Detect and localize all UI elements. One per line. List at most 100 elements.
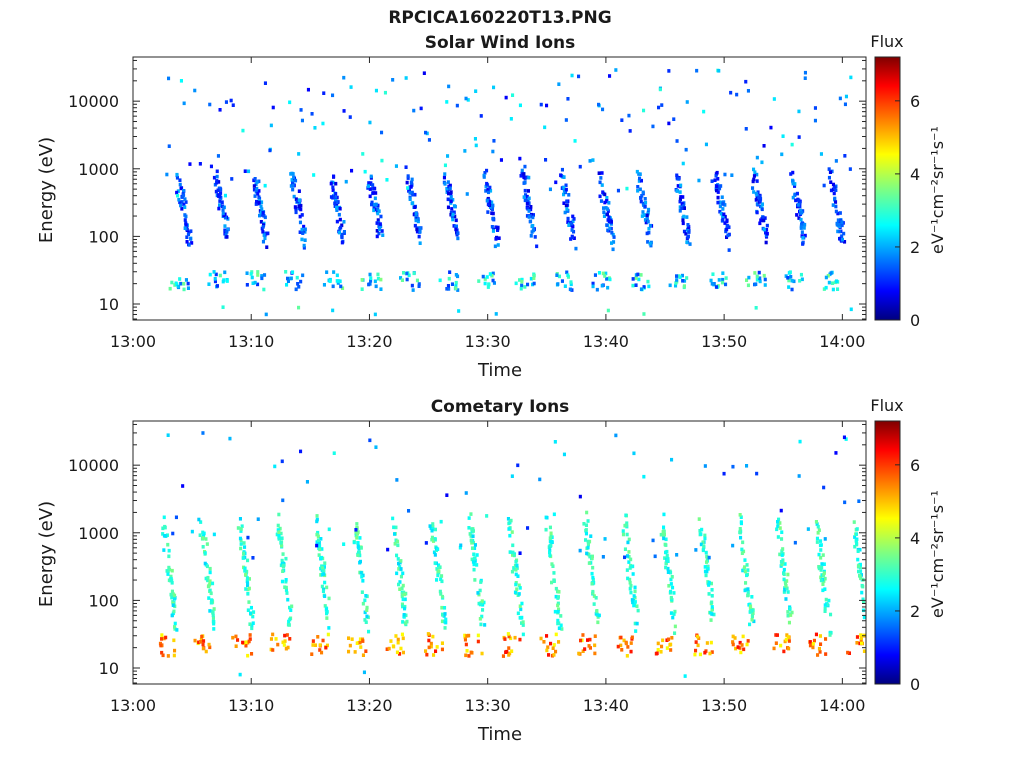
spectrogram-cells — [165, 68, 853, 317]
spectrogram-cell — [256, 273, 260, 277]
spectrogram-cell — [623, 555, 627, 560]
spectrogram-cell — [837, 220, 841, 225]
spectrogram-cell — [607, 215, 611, 219]
spectrogram-cell — [554, 594, 558, 599]
spectrogram-cell — [239, 546, 243, 551]
spectrogram-cell — [758, 199, 762, 203]
spectrogram-cell — [685, 100, 689, 104]
spectrogram-cell — [182, 193, 186, 197]
spectrogram-cell — [205, 542, 209, 546]
spectrogram-cell — [321, 121, 325, 126]
spectrogram-cell — [208, 579, 212, 583]
spectrogram-cell — [751, 179, 755, 184]
spectrogram-cell — [171, 603, 175, 607]
spectrogram-cell — [279, 531, 283, 536]
spectrogram-cell — [705, 641, 709, 645]
spectrogram-cell — [827, 175, 831, 180]
spectrogram-cell — [526, 526, 530, 530]
spectrogram-cell — [795, 191, 799, 196]
spectrogram-cell — [509, 117, 513, 121]
spectrogram-cell — [819, 575, 823, 580]
spectrogram-cell — [556, 595, 560, 599]
spectrogram-cell — [446, 284, 450, 288]
spectrogram-cell — [360, 287, 364, 291]
spectrogram-cell — [659, 532, 663, 537]
spectrogram-cell — [481, 608, 485, 612]
spectrogram-cell — [509, 518, 513, 523]
spectrogram-cell — [250, 626, 254, 631]
spectrogram-cell — [433, 537, 437, 542]
spectrogram-cell — [247, 639, 251, 644]
spectrogram-cell — [591, 565, 595, 570]
spectrogram-cell — [203, 561, 207, 566]
spectrogram-cell — [598, 180, 602, 185]
spectrogram-cell — [529, 234, 533, 238]
spectrogram-cell — [743, 565, 747, 569]
spectrogram-cell — [511, 550, 515, 555]
spectrogram-cell — [560, 279, 564, 283]
spectrogram-cell — [475, 553, 479, 557]
spectrogram-cell — [517, 592, 521, 596]
spectrogram-cell — [316, 635, 320, 639]
spectrogram-cell — [418, 227, 422, 231]
spectrogram-cell — [416, 219, 420, 224]
spectrogram-cell — [798, 204, 802, 209]
spectrogram-cell — [544, 515, 548, 520]
spectrogram-cell — [180, 194, 184, 199]
spectrogram-cell — [531, 213, 535, 217]
spectrogram-cell — [431, 634, 435, 639]
spectrogram-cell — [223, 270, 227, 275]
spectrogram-cell — [721, 217, 725, 222]
spectrogram-cell — [827, 280, 831, 285]
spectrogram-cell — [566, 273, 570, 277]
spectrogram-cell — [669, 570, 673, 575]
spectrogram-cell — [394, 525, 398, 530]
spectrogram-cell — [597, 102, 601, 107]
spectrogram-cell — [608, 74, 612, 78]
spectrogram-cell — [777, 517, 781, 522]
spectrogram-cell — [698, 652, 702, 657]
spectrogram-cell — [404, 613, 408, 618]
spectrogram-cell — [320, 584, 324, 589]
spectrogram-cell — [855, 542, 859, 546]
spectrogram-cell — [632, 594, 636, 598]
spectrogram-cell — [226, 227, 230, 232]
spectrogram-cell — [242, 551, 246, 556]
spectrogram-cell — [745, 464, 749, 468]
spectrogram-cell — [510, 649, 514, 653]
spectrogram-cell — [523, 198, 527, 203]
spectrogram-cell — [588, 637, 592, 642]
plot-axes: 13:00 13:10 13:20 13:30 13:40 13:50 14:0010100… — [68, 56, 867, 351]
spectrogram-cell — [446, 180, 450, 184]
spectrogram-cell — [782, 572, 786, 576]
spectrogram-cell — [698, 529, 702, 533]
spectrogram-cell — [821, 588, 825, 593]
spectrogram-cell — [284, 578, 288, 582]
spectrogram-cell — [697, 178, 701, 183]
spectrogram-cell — [717, 69, 721, 73]
spectrogram-cell — [486, 285, 490, 289]
spectrogram-cell — [285, 633, 289, 637]
spectrogram-cell — [362, 670, 366, 675]
x-tick-label: 13:40 — [583, 332, 629, 351]
spectrogram-cell — [355, 522, 359, 526]
spectrogram-cell — [365, 614, 369, 619]
spectrogram-cell — [372, 208, 376, 213]
spectrogram-cell — [374, 284, 378, 289]
spectrogram-cell — [763, 216, 767, 220]
spectrogram-cell — [199, 637, 203, 642]
spectrogram-cell — [788, 270, 792, 274]
spectrogram-cell — [280, 544, 284, 548]
spectrogram-cell — [554, 586, 558, 591]
spectrogram-cell — [739, 515, 743, 519]
spectrogram-cell — [633, 585, 637, 590]
spectrogram-cell — [847, 651, 851, 655]
spectrogram-cell — [817, 646, 821, 651]
spectrogram-cell — [183, 218, 187, 222]
spectrogram-cell — [489, 189, 493, 193]
spectrogram-cell — [521, 620, 525, 624]
spectrogram-cell — [554, 180, 558, 185]
spectrogram-cell — [834, 209, 838, 214]
spectrogram-cell — [559, 623, 563, 628]
spectrogram-cell — [325, 585, 329, 590]
